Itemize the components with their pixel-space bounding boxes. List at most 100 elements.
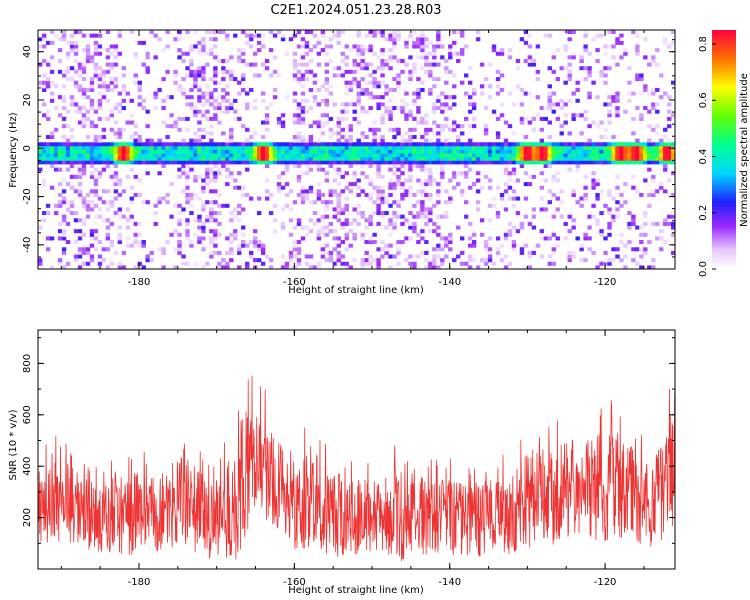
spectrogram-cell [332, 102, 337, 107]
spectrogram-cell [487, 95, 493, 100]
spectrogram-cell [372, 30, 377, 35]
spectrogram-cell [424, 138, 429, 143]
spectrogram-cell [336, 153, 341, 158]
spectrogram-cell [201, 69, 206, 74]
spectrogram-cell [137, 243, 142, 248]
snr-x-tick-label: -120 [594, 577, 617, 588]
spectrogram-cell [201, 149, 206, 154]
spectrogram-cell [225, 106, 230, 111]
spectrogram-cell [607, 261, 612, 266]
spectrogram-cell [348, 145, 353, 150]
spectrogram-cell [495, 236, 501, 241]
spectrogram-cell [671, 250, 675, 255]
spectrogram-cell [519, 153, 525, 158]
spectrogram-cell [436, 265, 441, 269]
spectrogram-cell [635, 261, 640, 266]
spectrogram-cell [408, 33, 413, 38]
spectrogram-cell [93, 51, 99, 56]
spectrogram-cell [205, 171, 210, 176]
spectrogram-cell [181, 145, 186, 150]
spectrogram-cell [655, 156, 660, 161]
spectrogram-cell [296, 240, 302, 245]
spectrogram-cell [444, 211, 449, 216]
spectrogram-cell [61, 84, 67, 89]
spectrogram-cell [452, 149, 457, 154]
spectrogram-cell [388, 156, 393, 161]
spectrogram-cell [475, 30, 481, 35]
spectrogram-cell [225, 84, 230, 89]
spectrogram-cell [376, 66, 381, 71]
spectrogram-cell [667, 138, 672, 143]
spectrogram-cell [647, 265, 652, 269]
spectrogram-cell [69, 40, 75, 45]
spectrogram-cell [384, 225, 389, 230]
spectrogram-cell [623, 142, 628, 147]
spectrogram-cell [400, 163, 405, 168]
spectrogram-cell [428, 62, 433, 67]
spectrogram-cell [523, 116, 529, 121]
spectrogram-cell [444, 116, 449, 121]
spectrogram-cell [133, 138, 138, 143]
spectrogram-cell [221, 153, 226, 158]
spectrogram-cell [45, 116, 51, 121]
spectrogram-cell [336, 142, 341, 147]
spectrogram-cell [268, 73, 274, 78]
spectrogram-cell [436, 77, 441, 82]
spectrogram-cell [647, 192, 652, 197]
spectrogram-cell [380, 189, 385, 194]
spectrogram-cell [428, 87, 433, 92]
spectrogram-cell [308, 265, 314, 269]
spectrogram-cell [635, 138, 640, 143]
spectrogram-cell [296, 138, 302, 143]
spectrogram-cell [49, 145, 55, 150]
spectrogram-cell [623, 243, 628, 248]
spectrogram-cell [483, 174, 489, 179]
spectrogram-cell [201, 40, 206, 45]
spectrogram-cell [320, 145, 326, 150]
spectrogram-cell [507, 55, 513, 60]
spectrogram-cell [384, 247, 389, 252]
spectrogram-cell [412, 127, 417, 132]
spectrogram-cell [356, 62, 361, 67]
spectrogram-cell [432, 261, 437, 266]
spectrogram-cell [432, 247, 437, 252]
spectrogram-cell [189, 196, 194, 201]
spectrogram-cell [412, 102, 417, 107]
spectrogram-cell [344, 109, 349, 114]
spectrogram-cell [161, 196, 166, 201]
spectrogram-cell [45, 153, 51, 158]
spectrogram-cell [671, 153, 675, 158]
spectrogram-cell [296, 80, 302, 85]
spectrogram-cell [499, 142, 505, 147]
spectrogram-cell [77, 247, 83, 252]
spectrogram-cell [340, 254, 345, 259]
spectrogram-cell [209, 171, 214, 176]
spectrogram-cell [340, 102, 345, 107]
spectrogram-cell [495, 149, 501, 154]
spectrogram-cell [639, 247, 644, 252]
spectrogram-cell [245, 153, 250, 158]
spectrogram-cell [380, 200, 385, 205]
spectrogram-cell [344, 135, 349, 140]
spectrogram-cell [308, 160, 314, 165]
spectrogram-cell [555, 116, 560, 121]
spectrogram-cell [444, 58, 449, 63]
spectrogram-cell [296, 30, 302, 35]
spectrogram-cell [296, 69, 302, 74]
spectrogram-cell [105, 265, 111, 269]
spectrogram-cell [599, 149, 604, 154]
spectrogram-cell [420, 145, 425, 150]
spectrogram-cell [440, 44, 445, 49]
spectrogram-cell [189, 203, 194, 208]
spectrogram-cell [404, 102, 409, 107]
spectrogram-cell [288, 207, 294, 212]
spectrogram-cell [217, 120, 222, 125]
spectrogram-cell [587, 69, 592, 74]
spectrogram-cell [444, 145, 449, 150]
spectrogram-cell [368, 142, 373, 147]
spectrogram-cell [432, 131, 437, 136]
spectrogram-cell [89, 145, 95, 150]
spectrogram-cell [571, 113, 576, 118]
spectrogram-cell [109, 87, 115, 92]
spectrogram-cell [38, 160, 43, 165]
